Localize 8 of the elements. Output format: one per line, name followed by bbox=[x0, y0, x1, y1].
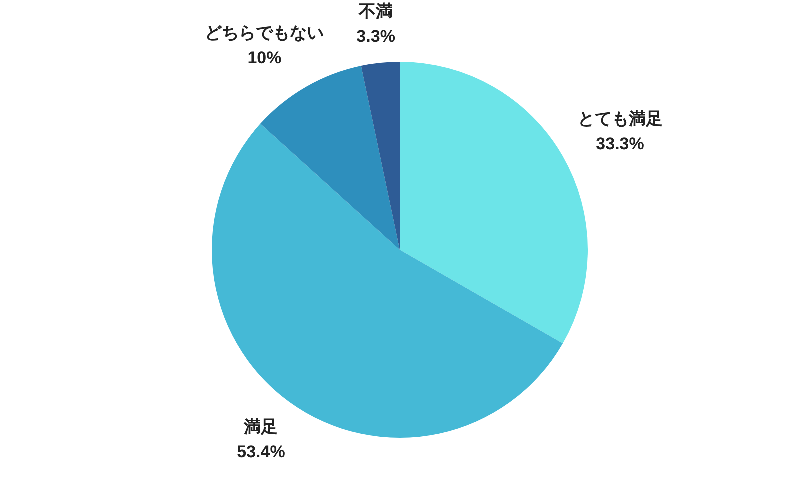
data-label: 33.3% bbox=[596, 134, 644, 154]
data-label: 10% bbox=[248, 48, 282, 68]
slice-label: どちらでもない bbox=[205, 23, 324, 42]
slice-label: 満足 bbox=[243, 417, 278, 436]
slice-label: とても満足 bbox=[578, 109, 663, 128]
data-label: 53.4% bbox=[237, 442, 286, 462]
data-label: 3.3% bbox=[356, 27, 396, 46]
slice-label: 不満 bbox=[358, 2, 394, 22]
